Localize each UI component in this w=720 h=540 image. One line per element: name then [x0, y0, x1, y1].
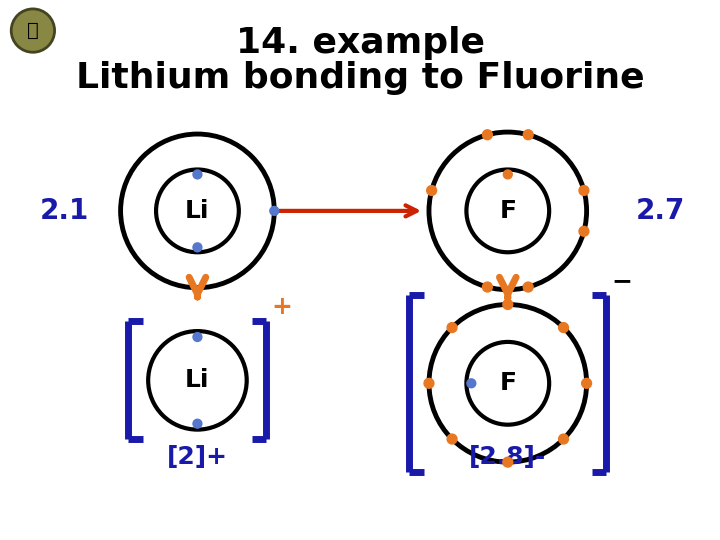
Circle shape: [482, 130, 492, 140]
Text: F: F: [499, 372, 516, 395]
Circle shape: [447, 322, 457, 333]
Circle shape: [427, 186, 436, 195]
Circle shape: [12, 9, 55, 52]
Circle shape: [559, 322, 569, 333]
Text: [2]+: [2]+: [167, 445, 228, 469]
Text: −: −: [611, 269, 632, 293]
Circle shape: [193, 333, 202, 341]
Circle shape: [447, 434, 457, 444]
Text: F: F: [499, 199, 516, 223]
Circle shape: [482, 282, 492, 292]
Text: Li: Li: [185, 368, 210, 393]
Circle shape: [523, 130, 533, 140]
Circle shape: [503, 300, 513, 309]
Circle shape: [467, 379, 476, 388]
Circle shape: [193, 170, 202, 179]
Text: Lithium bonding to Fluorine: Lithium bonding to Fluorine: [76, 61, 644, 95]
Circle shape: [559, 434, 569, 444]
Circle shape: [582, 379, 592, 388]
Circle shape: [503, 457, 513, 467]
Circle shape: [193, 419, 202, 428]
Text: +: +: [271, 295, 292, 319]
Text: 2.1: 2.1: [40, 197, 89, 225]
Text: 🌐: 🌐: [27, 21, 39, 40]
Text: [2.8]-: [2.8]-: [469, 445, 546, 469]
Circle shape: [193, 243, 202, 252]
Circle shape: [424, 379, 434, 388]
Circle shape: [579, 186, 589, 195]
Text: 14. example: 14. example: [235, 26, 485, 60]
Circle shape: [270, 206, 279, 215]
Text: 2.7: 2.7: [636, 197, 685, 225]
Circle shape: [523, 282, 533, 292]
Circle shape: [579, 226, 589, 236]
Text: Li: Li: [185, 199, 210, 223]
Circle shape: [503, 170, 512, 179]
